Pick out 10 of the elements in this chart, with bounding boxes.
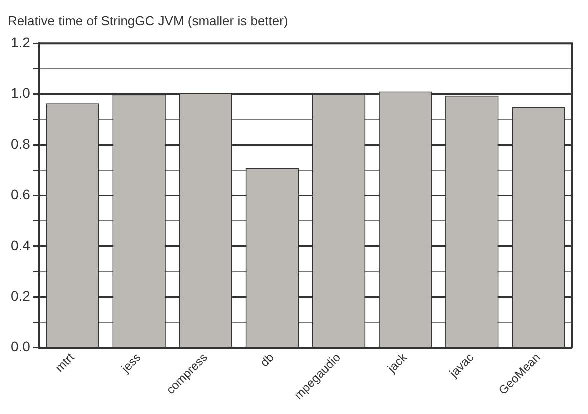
y-tick-label: 0.8 xyxy=(10,136,31,152)
y-tick-label: 1.0 xyxy=(10,85,31,102)
y-tick-label: 1.2 xyxy=(10,34,31,50)
y-tick-label: 0.6 xyxy=(10,186,31,203)
y-tick-label: 0.2 xyxy=(10,288,31,304)
y-tick-label: 0.4 xyxy=(10,237,31,254)
x-tick-label: db xyxy=(258,350,278,370)
chart-title: Relative time of StringGC JVM (smaller is better) xyxy=(8,13,288,28)
y-tick-label: 0.0 xyxy=(10,338,31,355)
x-tick-label: mtrt xyxy=(52,350,78,375)
